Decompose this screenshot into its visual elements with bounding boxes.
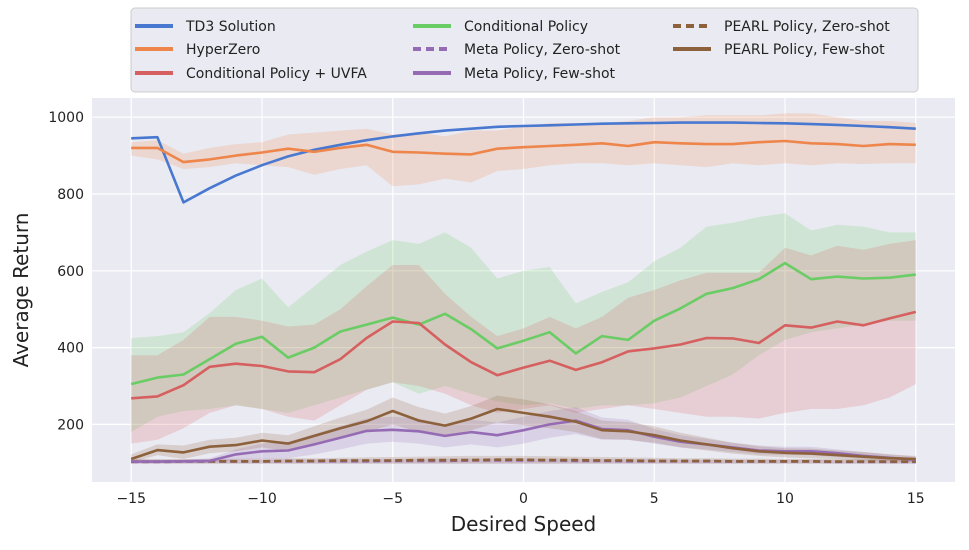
legend: TD3 Solution HyperZero Conditional Policy … xyxy=(130,7,919,93)
series-line-conditional-policy xyxy=(130,261,916,386)
legend-label-pearl-policy-few-shot: PEARL Policy, Few-shot xyxy=(724,42,885,58)
y-tick-label: 600 xyxy=(57,264,84,280)
legend-label-conditional-policy: Conditional Policy xyxy=(464,19,588,35)
series-line-pearl-policy-zero-shot xyxy=(131,458,916,463)
y-tick-label: 800 xyxy=(57,187,84,203)
legend-label-td3-solution: TD3 Solution xyxy=(185,19,276,35)
x-axis-label: Desired Speed xyxy=(451,512,597,536)
y-axis-ticks: 200 400 600 800 1000 xyxy=(48,110,84,433)
legend-label-hyperzero: HyperZero xyxy=(186,42,260,58)
x-tick-label: 15 xyxy=(907,491,925,507)
band-conditional-policy xyxy=(131,213,916,433)
legend-label-conditional-policy-uvfa: Conditional Policy + UVFA xyxy=(186,66,367,82)
x-tick-label: 0 xyxy=(519,491,528,507)
series-line-conditional-policy-uvfa xyxy=(131,310,917,400)
y-tick-label: 400 xyxy=(57,341,84,357)
x-tick-label: −15 xyxy=(116,491,146,507)
series-line-td3-solution xyxy=(131,121,916,204)
series-lines xyxy=(130,121,917,464)
x-tick-label: 10 xyxy=(776,491,794,507)
y-tick-label: 200 xyxy=(57,417,84,433)
series-line-meta-policy-few-shot xyxy=(131,419,916,463)
grid xyxy=(92,98,955,482)
x-tick-label: 5 xyxy=(650,491,659,507)
legend-frame xyxy=(130,7,919,93)
legend-label-pearl-policy-zero-shot: PEARL Policy, Zero-shot xyxy=(724,19,890,35)
x-tick-label: −10 xyxy=(247,491,277,507)
legend-label-meta-policy-zero-shot: Meta Policy, Zero-shot xyxy=(464,42,621,58)
series-line-pearl-policy-few-shot xyxy=(130,407,916,461)
y-tick-label: 1000 xyxy=(48,110,84,126)
band-meta-policy-few-shot xyxy=(131,407,916,463)
y-axis-label: Average Return xyxy=(9,213,33,368)
band-hyperzero xyxy=(131,113,916,187)
series-line-hyperzero xyxy=(131,139,916,164)
x-tick-label: −5 xyxy=(382,491,403,507)
legend-label-meta-policy-few-shot: Meta Policy, Few-shot xyxy=(464,66,616,82)
x-axis-ticks: −15 −10 −5 0 5 10 15 xyxy=(116,491,924,507)
